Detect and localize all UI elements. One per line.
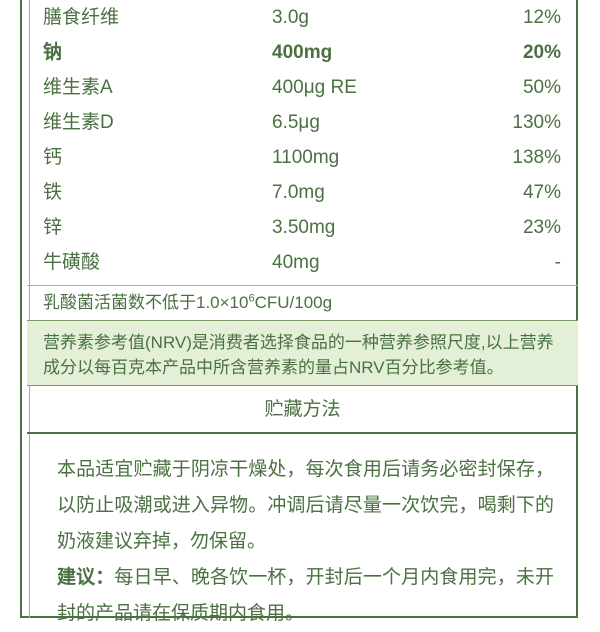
nutrient-name: 维生素A (43, 77, 113, 98)
nutrient-name: 锌 (43, 217, 63, 238)
nutrition-label-card: 膳食纤维 3.0g 12% 钠 400mg 20% 维生素A 400μg RE 50% 维生素D 6… (20, 0, 580, 624)
nutrient-nrv-percent: - (554, 252, 561, 273)
nutrient-name: 钠 (43, 42, 63, 63)
nutrient-name: 铁 (43, 182, 63, 203)
storage-method-header: 贮藏方法 (27, 387, 578, 434)
nutrient-nrv-percent: 12% (522, 7, 561, 28)
table-row: 钠 400mg 20% (22, 35, 580, 70)
storage-method-body: 本品适宜贮藏于阴凉干燥处，每次食用后请务必密封保存，以防止吸潮或进入异物。冲调后… (27, 434, 578, 632)
table-row: 维生素A 400μg RE 50% (22, 70, 580, 105)
nutrient-amount: 3.0g (272, 7, 309, 28)
nrv-explanation-text: 营养素参考值(NRV)是消费者选择食品的一种营养参照尺度,以上营养成分以每百克本… (43, 333, 554, 377)
inner-left-border-rule (29, 0, 30, 618)
nutrient-amount: 6.5μg (272, 112, 320, 133)
storage-advice-text: 每日早、晚各饮一杯，开封后一个月内食用完，未开封的产品请在保质期内食用。 (57, 567, 554, 624)
storage-advice-label: 建议： (57, 567, 115, 588)
bacteria-note-exponent: 6 (248, 292, 255, 305)
nutrient-nrv-percent: 20% (522, 42, 561, 63)
nutrient-nrv-percent: 130% (512, 112, 561, 133)
lactic-acid-bacteria-note: 乳酸菌活菌数不低于1.0×106CFU/100g (43, 286, 563, 319)
nutrient-amount: 1100mg (272, 147, 340, 168)
nutrient-name: 牛磺酸 (43, 252, 101, 273)
nutrition-facts-table: 膳食纤维 3.0g 12% 钠 400mg 20% 维生素A 400μg RE 50% 维生素D 6… (22, 0, 580, 280)
storage-advice-paragraph: 建议：每日早、晚各饮一杯，开封后一个月内食用完，未开封的产品请在保质期内食用。 (57, 560, 554, 632)
nutrient-nrv-percent: 23% (522, 217, 561, 238)
nutrient-amount: 400mg (272, 42, 333, 63)
nutrient-name: 膳食纤维 (43, 7, 120, 28)
nutrient-name: 钙 (43, 147, 63, 168)
table-row: 膳食纤维 3.0g 12% (22, 0, 580, 35)
storage-paragraph: 本品适宜贮藏于阴凉干燥处，每次食用后请务必密封保存，以防止吸潮或进入异物。冲调后… (57, 459, 554, 552)
nutrient-nrv-percent: 138% (512, 147, 561, 168)
nutrient-amount: 400μg RE (272, 77, 357, 98)
nutrient-amount: 40mg (272, 252, 320, 273)
table-row: 铁 7.0mg 47% (22, 175, 580, 210)
nrv-explanation-panel: 营养素参考值(NRV)是消费者选择食品的一种营养参照尺度,以上营养成分以每百克本… (27, 320, 578, 386)
table-row: 钙 1100mg 138% (22, 140, 580, 175)
bacteria-note-prefix: 乳酸菌活菌数不低于1.0×10 (43, 293, 249, 312)
nutrient-amount: 3.50mg (272, 217, 336, 238)
table-row: 锌 3.50mg 23% (22, 210, 580, 245)
nutrient-nrv-percent: 50% (522, 77, 561, 98)
nutrient-nrv-percent: 47% (522, 182, 561, 203)
nutrition-table-body: 膳食纤维 3.0g 12% 钠 400mg 20% 维生素A 400μg RE 50% 维生素D 6… (22, 0, 580, 280)
bacteria-note-suffix: CFU/100g (254, 293, 333, 312)
table-row: 牛磺酸 40mg - (22, 245, 580, 280)
nutrient-name: 维生素D (43, 112, 114, 133)
table-bottom-divider (27, 285, 578, 286)
nutrient-amount: 7.0mg (272, 182, 325, 203)
table-row: 维生素D 6.5μg 130% (22, 105, 580, 140)
